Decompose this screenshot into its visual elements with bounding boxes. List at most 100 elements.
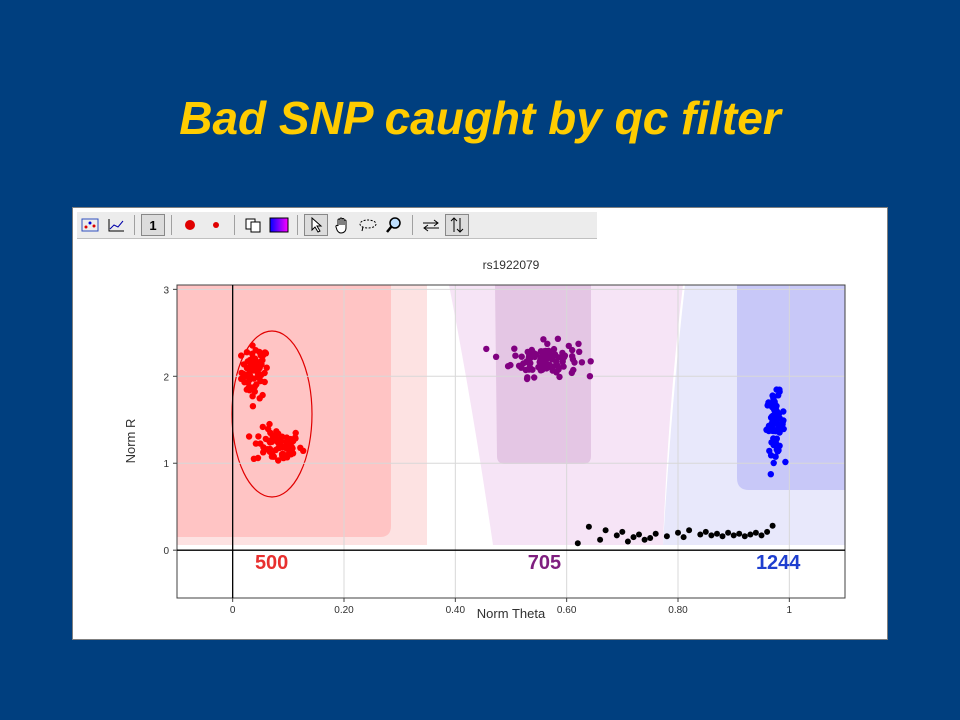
aa-point	[258, 371, 265, 379]
nocall-point	[758, 532, 765, 539]
ab-point	[569, 353, 576, 360]
aa-point	[259, 423, 266, 431]
aa-point	[252, 440, 260, 447]
ab-point	[575, 340, 582, 347]
x-tick-label: 0.20	[334, 605, 354, 616]
number-one-icon[interactable]: 1	[141, 214, 165, 236]
ab-point	[517, 362, 524, 370]
line-plot-icon[interactable]	[104, 214, 128, 236]
toolbar-separator	[171, 215, 172, 235]
aa-point	[249, 403, 257, 410]
bb-point	[775, 392, 782, 399]
ab-point	[550, 345, 558, 353]
bb-point	[767, 401, 774, 408]
aa-point	[279, 450, 286, 457]
horizontal-arrows-icon[interactable]	[419, 214, 443, 236]
bb-point	[773, 386, 780, 393]
bb-point	[766, 447, 773, 455]
ab-point	[541, 364, 548, 371]
bb-point	[774, 448, 781, 455]
scatter-plot-icon[interactable]	[78, 214, 102, 236]
ab-point	[512, 352, 519, 359]
ab-point	[560, 363, 567, 370]
aa-point	[257, 377, 264, 385]
ab-point	[559, 349, 566, 357]
ab-point	[540, 336, 547, 343]
nocall-point	[636, 531, 642, 538]
y-tick-label: 3	[163, 285, 169, 296]
aa-point	[270, 453, 277, 460]
nocall-point	[597, 536, 604, 543]
cluster-count-labels: 500 705 1244	[255, 552, 801, 574]
aa-count-label: 500	[255, 552, 288, 574]
zoom-icon[interactable]	[382, 214, 406, 236]
nocall-point	[624, 538, 631, 545]
plot-toolbar: 1	[77, 212, 597, 239]
bb-point	[767, 471, 774, 478]
x-tick-label: 0.80	[668, 605, 688, 616]
nocall-point	[708, 532, 715, 539]
aa-point	[266, 439, 274, 446]
ab-point	[537, 348, 545, 355]
aa-point	[264, 425, 272, 433]
nocall-point	[574, 540, 581, 547]
x-tick-label: 0	[230, 605, 236, 616]
x-tick-label: 0.40	[446, 605, 466, 616]
nocall-point	[725, 529, 732, 536]
y-axis-label: Norm R	[123, 419, 138, 464]
aa-point	[287, 447, 294, 455]
ab-point	[556, 373, 563, 381]
lasso-icon[interactable]	[356, 214, 380, 236]
x-axis-label: Norm Theta	[477, 606, 546, 621]
aa-point	[241, 379, 248, 386]
nocall-point	[630, 534, 637, 541]
bb-point	[772, 419, 780, 426]
ab-point	[586, 373, 594, 380]
aa-point	[238, 352, 245, 359]
bb-point	[765, 425, 772, 432]
ab-point	[492, 353, 500, 360]
hand-pan-icon[interactable]	[330, 214, 354, 236]
nocall-point	[702, 528, 709, 535]
bb-point	[780, 417, 787, 424]
aa-point	[264, 446, 271, 453]
aa-point	[245, 433, 253, 440]
nocall-point	[714, 530, 720, 537]
aa-point	[275, 457, 282, 464]
nocall-point	[736, 530, 743, 537]
y-tick-label: 1	[163, 459, 169, 470]
aa-point	[246, 376, 253, 383]
nocall-point	[641, 536, 648, 543]
aa-point	[251, 388, 258, 395]
aa-point	[266, 420, 273, 428]
pointer-icon[interactable]	[304, 214, 328, 236]
aa-point	[256, 358, 263, 366]
nocall-point	[652, 530, 659, 537]
aa-point	[257, 352, 264, 359]
genotype-points	[238, 335, 789, 547]
ab-point	[554, 335, 562, 342]
color-scheme-icon[interactable]	[267, 214, 291, 236]
nocall-point	[675, 529, 681, 536]
aa-point	[278, 438, 285, 445]
aa-cluster-ellipse	[231, 330, 313, 498]
nocall-point	[602, 527, 609, 534]
number-one-label: 1	[149, 217, 157, 233]
x-tick-label: 1	[787, 605, 793, 616]
small-dot-icon[interactable]	[204, 214, 228, 236]
nocall-point	[730, 532, 737, 539]
aa-point	[292, 429, 299, 437]
ab-point	[559, 357, 566, 365]
ab-point	[544, 340, 551, 347]
aa-point	[263, 364, 270, 371]
toolbar-separator	[234, 215, 235, 235]
toolbar-separator	[297, 215, 298, 235]
vertical-arrows-icon[interactable]	[445, 214, 469, 236]
aa-point	[255, 433, 262, 440]
nocall-point	[747, 531, 754, 538]
large-dot-icon[interactable]	[178, 214, 202, 236]
copy-icon[interactable]	[241, 214, 265, 236]
aa-point	[245, 384, 252, 391]
toolbar-separator	[134, 215, 135, 235]
